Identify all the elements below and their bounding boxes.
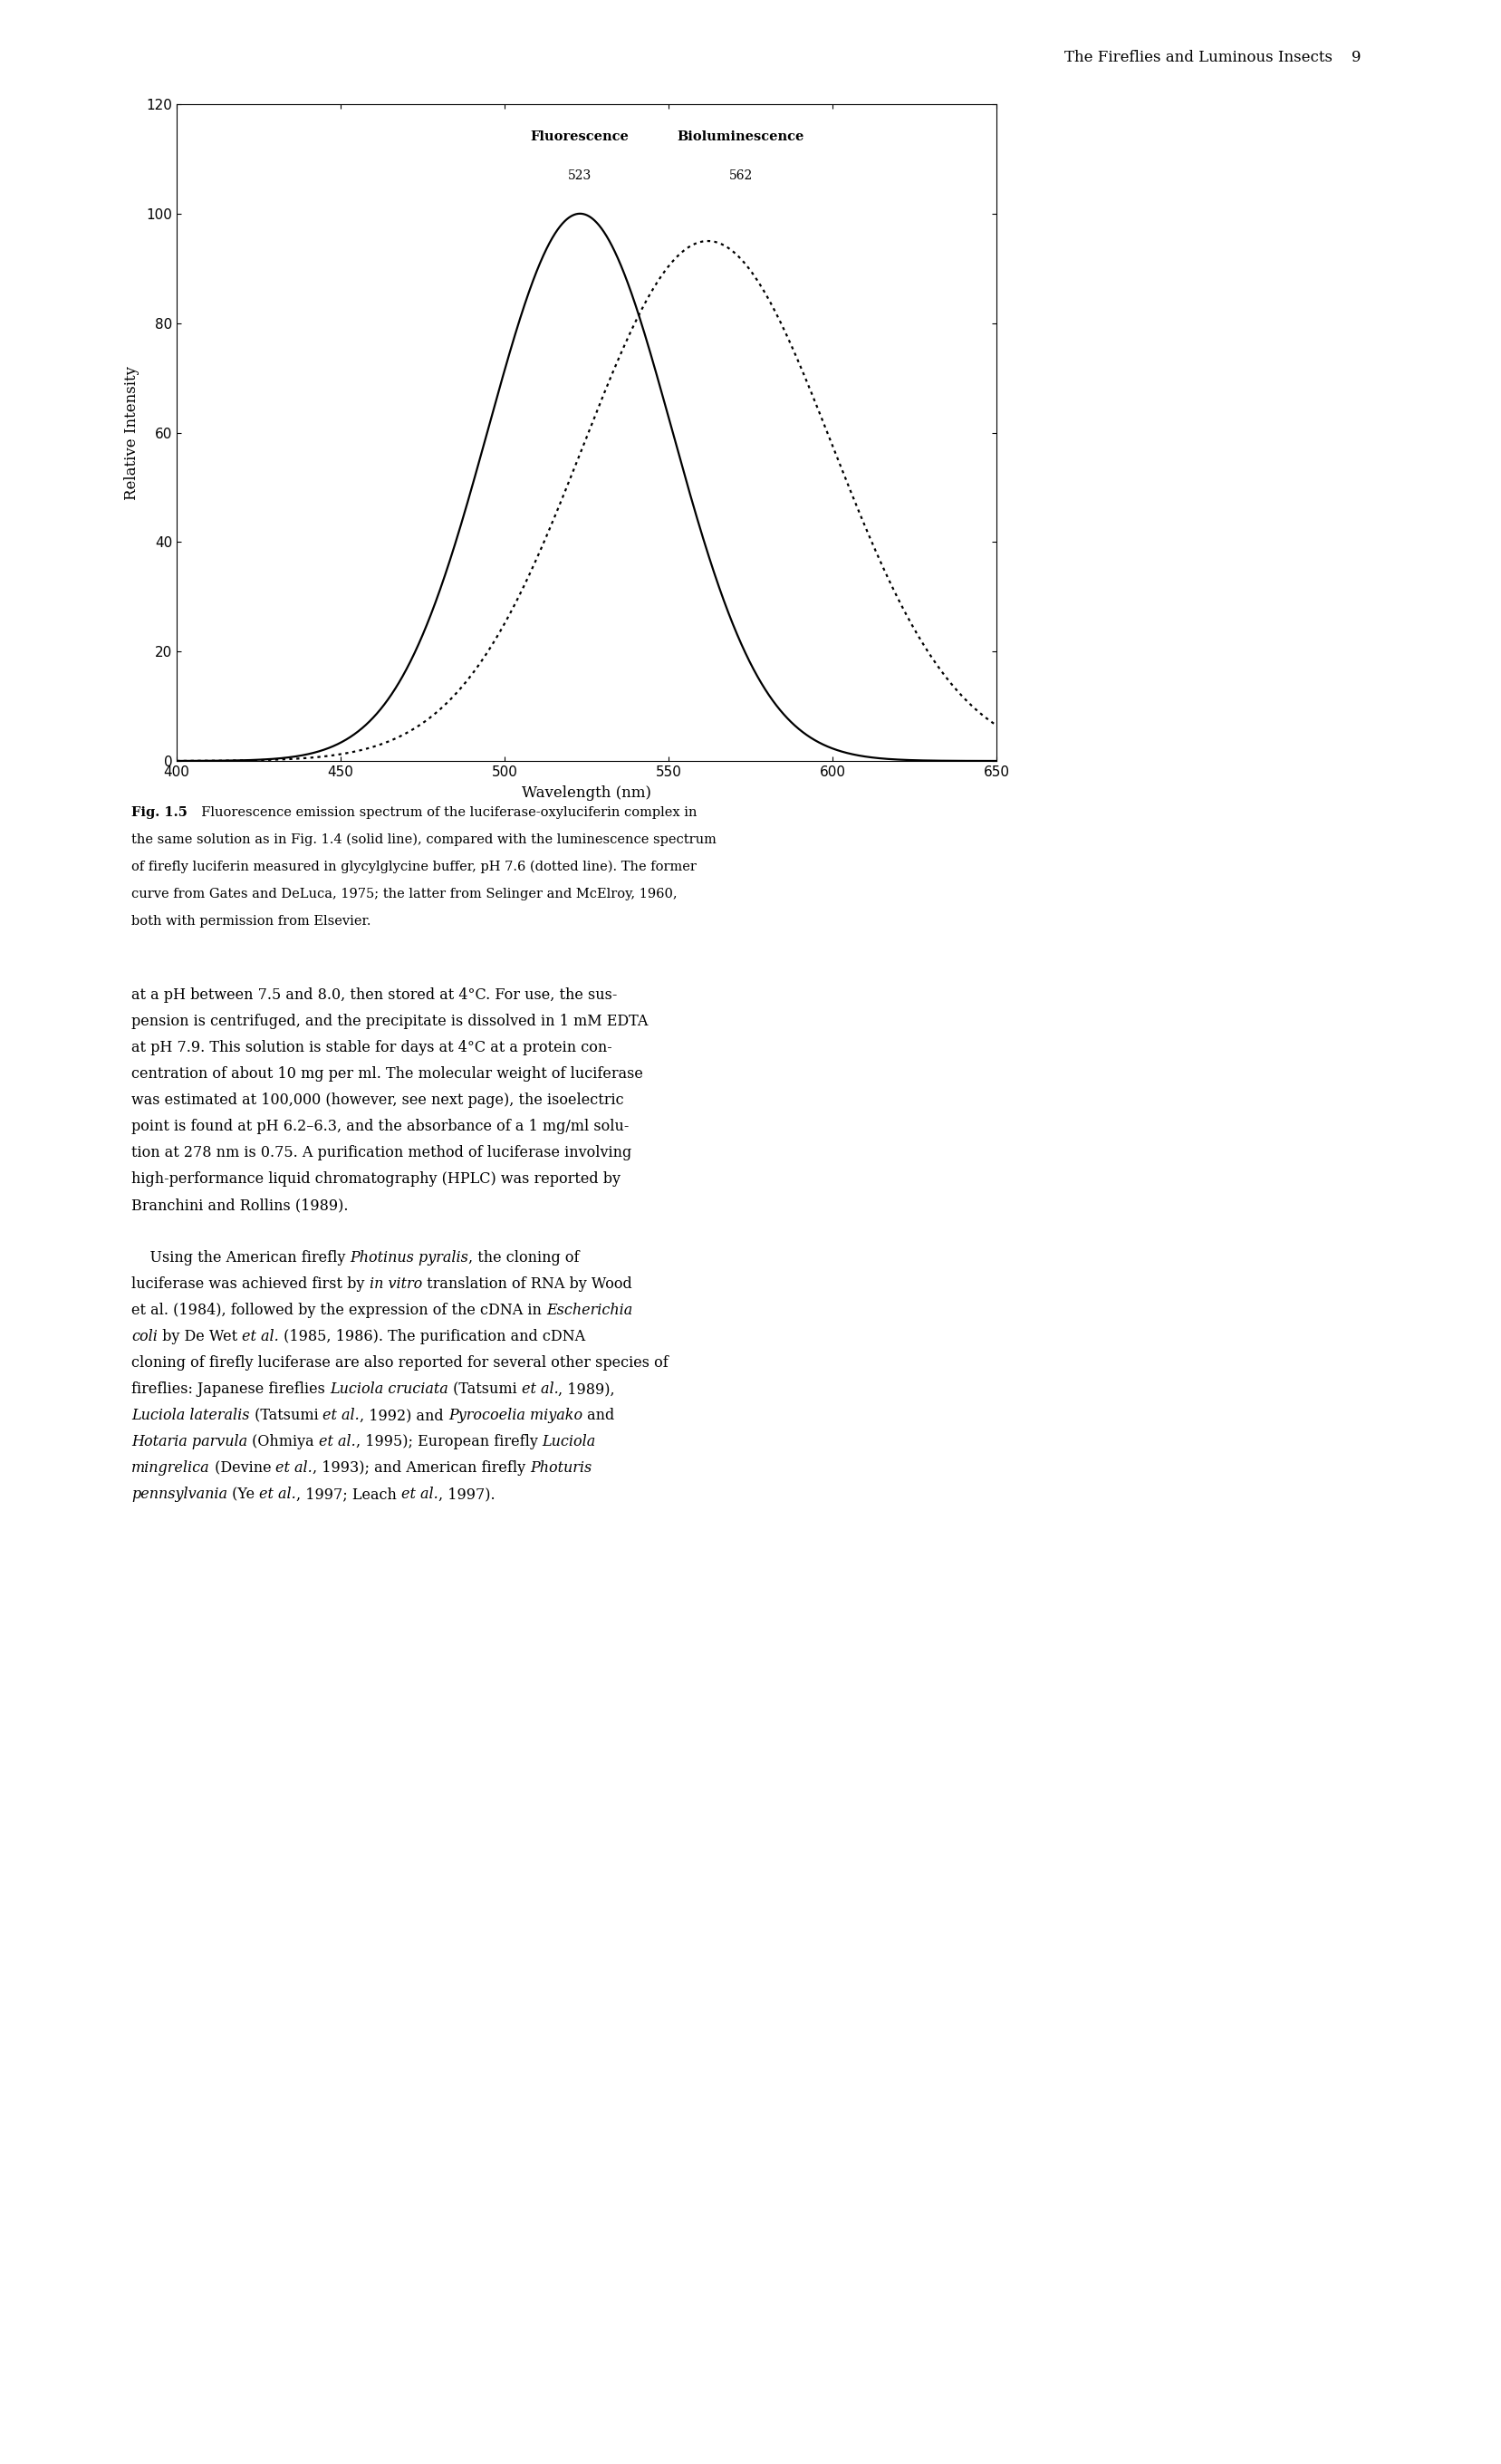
Text: , 1995); European firefly: , 1995); European firefly (356, 1434, 542, 1449)
Text: Using the American firefly: Using the American firefly (131, 1249, 350, 1266)
Text: , 1997).: , 1997). (438, 1486, 495, 1503)
Text: point is found at pH 6.2–6.3, and the absorbance of a 1 mg/ml solu-: point is found at pH 6.2–6.3, and the ab… (131, 1119, 629, 1133)
Text: , 1997; Leach: , 1997; Leach (296, 1486, 401, 1503)
Text: the same solution as in Fig. 1.4 (solid line), compared with the luminescence sp: the same solution as in Fig. 1.4 (solid … (131, 833, 716, 848)
Text: tion at 278 nm is 0.75. A purification method of luciferase involving: tion at 278 nm is 0.75. A purification m… (131, 1146, 632, 1161)
Text: 523: 523 (567, 170, 591, 182)
Text: et al.: et al. (260, 1486, 296, 1503)
Text: Bioluminescence: Bioluminescence (677, 131, 803, 143)
Text: et al.: et al. (323, 1407, 360, 1424)
X-axis label: Wavelength (nm): Wavelength (nm) (521, 786, 651, 801)
Text: (1985, 1986). The purification and cDNA: (1985, 1986). The purification and cDNA (279, 1328, 585, 1345)
Text: both with permission from Elsevier.: both with permission from Elsevier. (131, 914, 371, 926)
Text: Luciola lateralis: Luciola lateralis (131, 1407, 249, 1424)
Text: was estimated at 100,000 (however, see next page), the isoelectric: was estimated at 100,000 (however, see n… (131, 1092, 623, 1109)
Text: Photinus pyralis: Photinus pyralis (350, 1249, 468, 1266)
Text: at pH 7.9. This solution is stable for days at 4°C at a protein con-: at pH 7.9. This solution is stable for d… (131, 1040, 612, 1055)
Text: et al.: et al. (242, 1328, 279, 1345)
Text: Escherichia: Escherichia (546, 1303, 632, 1318)
Text: et al.: et al. (318, 1434, 356, 1449)
Text: high-performance liquid chromatography (HPLC) was reported by: high-performance liquid chromatography (… (131, 1170, 620, 1188)
Text: coli: coli (131, 1328, 158, 1345)
Text: 562: 562 (728, 170, 752, 182)
Text: fireflies: Japanese fireflies: fireflies: Japanese fireflies (131, 1382, 330, 1397)
Text: Fig. 1.5: Fig. 1.5 (131, 806, 188, 818)
Y-axis label: Relative Intensity: Relative Intensity (125, 365, 140, 500)
Text: Fluorescence: Fluorescence (530, 131, 629, 143)
Text: et al.: et al. (401, 1486, 438, 1503)
Text: pennsylvania: pennsylvania (131, 1486, 227, 1503)
Text: Photuris: Photuris (530, 1461, 591, 1476)
Text: (Ohmiya: (Ohmiya (248, 1434, 318, 1449)
Text: Hotaria parvula: Hotaria parvula (131, 1434, 248, 1449)
Text: , the cloning of: , the cloning of (468, 1249, 579, 1266)
Text: centration of about 10 mg per ml. The molecular weight of luciferase: centration of about 10 mg per ml. The mo… (131, 1067, 642, 1082)
Text: pension is centrifuged, and the precipitate is dissolved in 1 mM EDTA: pension is centrifuged, and the precipit… (131, 1013, 647, 1030)
Text: et al. (1984), followed by the expression of the cDNA in: et al. (1984), followed by the expressio… (131, 1303, 546, 1318)
Text: , 1989),: , 1989), (558, 1382, 615, 1397)
Text: et al.: et al. (276, 1461, 312, 1476)
Text: in vitro: in vitro (369, 1276, 422, 1291)
Text: (Tatsumi: (Tatsumi (249, 1407, 323, 1424)
Text: et al.: et al. (521, 1382, 558, 1397)
Text: (Devine: (Devine (210, 1461, 276, 1476)
Text: by De Wet: by De Wet (158, 1328, 242, 1345)
Text: (Tatsumi: (Tatsumi (447, 1382, 521, 1397)
Text: , 1993); and American firefly: , 1993); and American firefly (312, 1461, 530, 1476)
Text: translation of RNA by Wood: translation of RNA by Wood (422, 1276, 632, 1291)
Text: cloning of firefly luciferase are also reported for several other species of: cloning of firefly luciferase are also r… (131, 1355, 668, 1370)
Text: Luciola cruciata: Luciola cruciata (330, 1382, 447, 1397)
Text: mingrelica: mingrelica (131, 1461, 210, 1476)
Text: at a pH between 7.5 and 8.0, then stored at 4°C. For use, the sus-: at a pH between 7.5 and 8.0, then stored… (131, 988, 617, 1003)
Text: curve from Gates and DeLuca, 1975; the latter from Selinger and McElroy, 1960,: curve from Gates and DeLuca, 1975; the l… (131, 887, 677, 899)
Text: of firefly luciferin measured in glycylglycine buffer, pH 7.6 (dotted line). The: of firefly luciferin measured in glycylg… (131, 860, 696, 875)
Text: , 1992) and: , 1992) and (360, 1407, 447, 1424)
Text: The Fireflies and Luminous Insects    9: The Fireflies and Luminous Insects 9 (1064, 49, 1360, 64)
Text: luciferase was achieved first by: luciferase was achieved first by (131, 1276, 369, 1291)
Text: Fluorescence emission spectrum of the luciferase-oxyluciferin complex in: Fluorescence emission spectrum of the lu… (192, 806, 696, 818)
Text: (Ye: (Ye (227, 1486, 260, 1503)
Text: Pyrocoelia miyako: Pyrocoelia miyako (447, 1407, 582, 1424)
Text: and: and (582, 1407, 614, 1424)
Text: Luciola: Luciola (542, 1434, 596, 1449)
Text: Branchini and Rollins (1989).: Branchini and Rollins (1989). (131, 1198, 348, 1212)
